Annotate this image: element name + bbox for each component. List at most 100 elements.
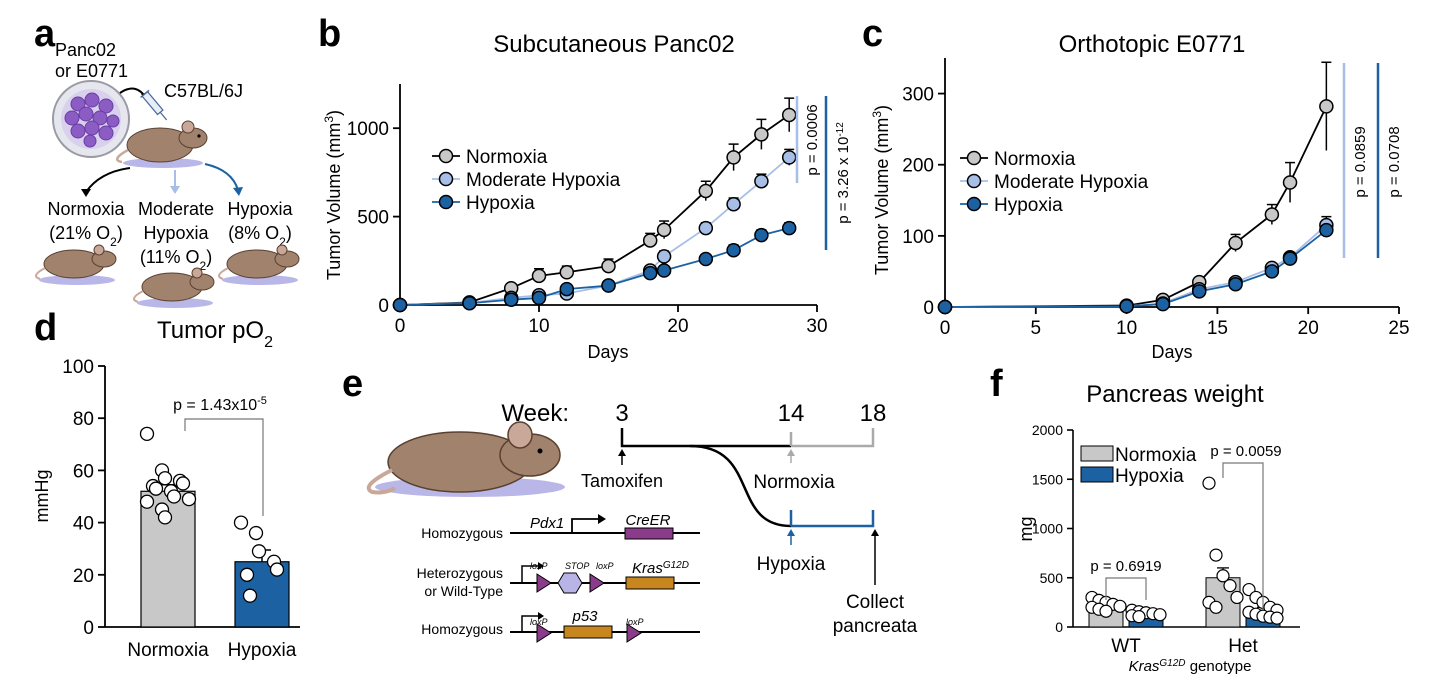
x-tick-label: 15: [1207, 318, 1228, 339]
allele-1-promoter: Pdx1: [530, 515, 564, 532]
chart-d-title: Tumor pO2: [157, 317, 273, 351]
chart-b-xlabel: Days: [587, 342, 628, 362]
x-category-label: WT: [1111, 636, 1141, 657]
y-tick-label: 0: [378, 296, 389, 317]
legend-marker: [438, 194, 454, 210]
data-point: [157, 471, 173, 486]
data-point-normoxia: [642, 233, 658, 248]
panel-e: e Week: 3 14 18 Tamoxifen Normoxia Hypox…: [342, 363, 918, 643]
data-point: [1132, 610, 1146, 624]
data-point-hypoxia: [698, 251, 714, 267]
allele-2-zygosity-line1: Heterozygous: [417, 565, 503, 581]
data-point: [148, 481, 164, 496]
x-category-label: Hypoxia: [228, 640, 297, 661]
panel-c: c Orthotopic E0771 0 5 10 15 20 25 0 100 200 300 N…: [862, 13, 1410, 362]
legend-marker: [438, 148, 454, 164]
timeline-normoxia: [620, 428, 791, 448]
pvalue-b-hypoxia: p = 3.26 x 10-12: [835, 122, 853, 224]
data-point: [181, 491, 197, 507]
promoter-arrowhead: [598, 514, 606, 524]
timeline-hypoxia-label: Hypoxia: [757, 554, 826, 575]
data-point: [269, 562, 285, 577]
data-point-hypoxia: [1228, 276, 1243, 292]
legend-label: Hypoxia: [1115, 466, 1184, 487]
data-point-moderate-hypoxia: [781, 150, 797, 165]
y-tick-label: 300: [902, 85, 934, 106]
panel-f: f Pancreas weight 0 500 1000 1500 2000 WT Het p…: [990, 363, 1300, 675]
data-point-hypoxia: [937, 299, 953, 315]
allele-p53: Homozygous loxP p53 loxP: [421, 608, 700, 643]
data-point-hypoxia: [1319, 222, 1334, 238]
timeline-branch: [689, 444, 792, 528]
x-tick-label: 0: [395, 316, 406, 337]
allele-kras: Heterozygous or Wild-Type loxP STOP loxP…: [417, 560, 700, 599]
y-tick-label: 80: [73, 409, 94, 430]
allele-3-promoter-arrow: [521, 615, 540, 632]
allele-1-zygosity: Homozygous: [421, 525, 503, 541]
loxp-site-icon: [626, 623, 642, 643]
data-point-normoxia: [1282, 175, 1298, 190]
chart-f-ylabel: mg: [1016, 516, 1036, 541]
data-point-moderate-hypoxia: [656, 249, 672, 264]
x-tick-label: 0: [940, 318, 951, 339]
week-label: Week:: [501, 400, 569, 427]
data-point-normoxia: [1319, 99, 1334, 114]
data-point-normoxia: [781, 107, 797, 123]
data-point-moderate-hypoxia: [726, 196, 741, 212]
pvalue-het: p = 0.0059: [1210, 443, 1281, 460]
data-point: [1209, 548, 1223, 562]
data-point-normoxia: [698, 183, 714, 199]
legend-label: Moderate Hypoxia: [466, 170, 621, 191]
legend-marker: [438, 171, 454, 187]
mouse-icon-center: [115, 120, 208, 168]
x-tick-label: 20: [1298, 318, 1319, 339]
data-point-moderate-hypoxia: [754, 173, 769, 189]
data-point-hypoxia: [392, 297, 408, 313]
allele-2-gene: KrasG12D: [632, 560, 689, 578]
loxp-label-3a: loxP: [530, 617, 548, 627]
y-tick-label: 200: [902, 156, 934, 177]
y-tick-label: 100: [62, 357, 94, 378]
data-point: [233, 515, 249, 530]
data-point: [175, 476, 191, 491]
data-point-hypoxia: [1191, 284, 1207, 299]
data-point: [251, 544, 267, 559]
allele-2-zygosity-line2: or Wild-Type: [424, 583, 503, 599]
chart-b-title: Subcutaneous Panc02: [493, 31, 735, 58]
sig-bracket-het: [1222, 462, 1264, 610]
data-point: [1099, 604, 1113, 618]
allele-pdx1-creer: Homozygous Pdx1 CreER: [421, 512, 700, 541]
x-tick-label: 25: [1388, 318, 1409, 339]
chart-d-ylabel: mmHg: [32, 470, 52, 523]
y-tick-label: 20: [73, 566, 94, 587]
group-label-hypoxia: Hypoxia: [227, 199, 293, 219]
loxp-label-2b: loxP: [596, 561, 614, 571]
data-point-normoxia: [726, 150, 741, 165]
pvalue-c-moderate: p = 0.0859: [1352, 126, 1369, 197]
legend-marker: [966, 196, 982, 212]
data-point: [1153, 608, 1167, 622]
y-tick-label: 500: [357, 208, 389, 229]
y-tick-label: 0: [923, 298, 934, 319]
legend-label: Hypoxia: [466, 193, 535, 214]
data-point-normoxia: [559, 265, 575, 280]
chart-c-xlabel: Days: [1151, 342, 1192, 362]
chart-d: 0 20 40 60 80 100 Normoxia Hypoxia: [62, 357, 300, 661]
legend-swatch: [1080, 466, 1114, 483]
data-point-hypoxia: [781, 220, 797, 236]
timeline-hypoxia: [791, 510, 875, 528]
data-point-hypoxia: [1282, 251, 1298, 266]
x-tick-label: 30: [806, 316, 827, 337]
chart-f: 0 500 1000 1500 2000 WT Het p = 0.6919 p = 0.005…: [1032, 422, 1300, 657]
chart-c-title: Orthotopic E0771: [1059, 31, 1246, 58]
x-tick-label: 10: [1116, 318, 1137, 339]
pvalue-d: p = 1.43x10-5: [173, 395, 267, 414]
data-point: [1230, 590, 1244, 605]
legend-label: Hypoxia: [994, 195, 1063, 216]
mouse-icon-normoxia: [35, 244, 117, 285]
data-point: [1223, 579, 1237, 593]
